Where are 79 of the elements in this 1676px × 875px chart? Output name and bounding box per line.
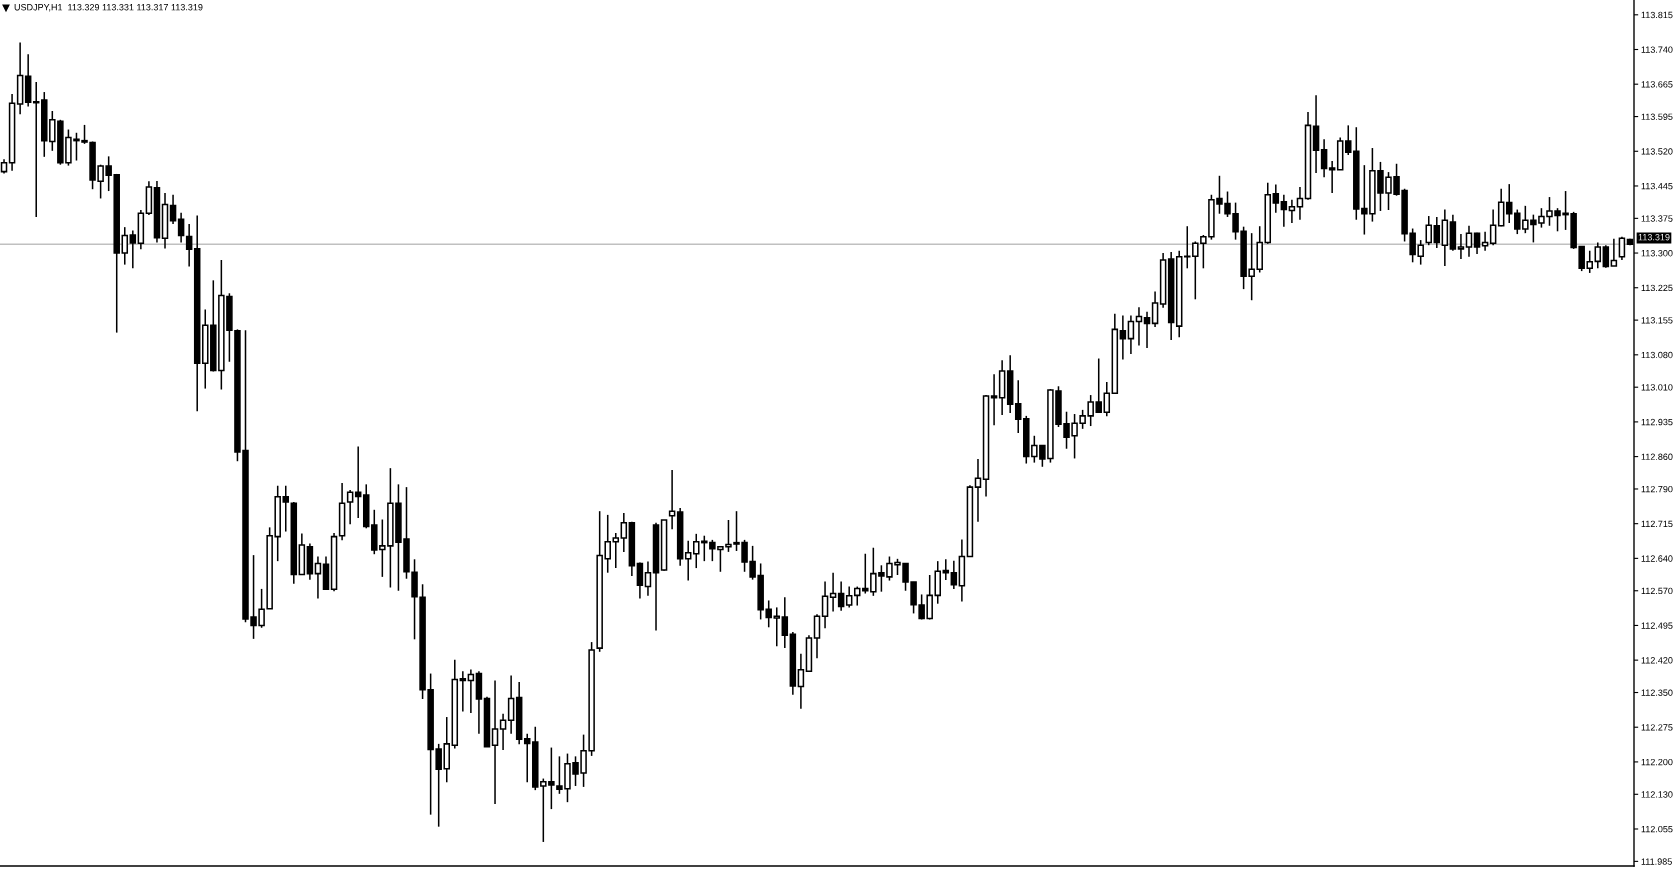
candlestick	[507, 674, 515, 735]
candlestick	[1127, 314, 1135, 355]
candlestick	[1320, 138, 1328, 178]
candlestick	[1328, 160, 1336, 194]
y-tick-label: 112.495	[1641, 622, 1673, 629]
y-tick-label: 112.200	[1641, 758, 1673, 766]
y-tick-label: 113.080	[1641, 351, 1673, 359]
y-tick-label: 112.055	[1641, 825, 1673, 833]
y-tick-label: 113.520	[1641, 148, 1673, 155]
candlestick	[1014, 379, 1022, 434]
y-tick-label: 112.420	[1641, 657, 1673, 664]
candlestick	[620, 512, 628, 553]
candlestick	[813, 613, 821, 660]
candlestick	[821, 580, 829, 629]
candlestick	[684, 540, 692, 582]
candlestick	[121, 226, 129, 266]
candlestick	[1489, 208, 1497, 246]
candlestick	[636, 561, 644, 600]
candlestick	[129, 229, 137, 270]
candlestick	[1143, 311, 1151, 349]
y-tick-label: 112.860	[1641, 453, 1673, 460]
candlestick	[1497, 187, 1505, 227]
y-tick-label: 112.715	[1641, 520, 1673, 528]
candlestick	[668, 469, 676, 530]
y-tick-label: 112.935	[1641, 418, 1673, 426]
candlestick	[612, 532, 620, 569]
candlestick	[1272, 183, 1280, 214]
candlestick	[354, 445, 362, 519]
candlestick	[974, 458, 982, 523]
candlestick	[169, 193, 177, 225]
candlestick	[1473, 231, 1481, 255]
y-tick-label: 112.350	[1641, 689, 1673, 696]
candlestick	[1433, 216, 1441, 249]
candlestick	[1119, 314, 1127, 361]
ref-line-label: 113.319	[1638, 234, 1670, 241]
y-tick-label: 112.640	[1641, 555, 1673, 562]
candlestick	[781, 596, 789, 649]
y-tick-label: 113.815	[1641, 11, 1673, 19]
candlestick	[1465, 224, 1473, 258]
candlestick	[1505, 183, 1513, 224]
y-tick-label: 113.445	[1641, 182, 1673, 190]
y-tick-label: 113.225	[1641, 284, 1673, 292]
candlestick	[459, 670, 467, 713]
y-tick-label: 113.155	[1641, 317, 1673, 324]
y-tick-label: 113.010	[1641, 384, 1673, 391]
candlestick	[1296, 186, 1304, 221]
candlestick	[1457, 233, 1465, 260]
y-tick-label: 112.790	[1641, 485, 1673, 493]
y-tick-label: 113.300	[1641, 250, 1673, 257]
candlestick	[185, 223, 193, 268]
candlestick	[837, 580, 845, 612]
candlestick	[829, 571, 837, 613]
candlestick	[1103, 381, 1111, 418]
candlestick	[177, 212, 185, 244]
candlestick	[1425, 215, 1433, 246]
candlestick	[491, 679, 499, 805]
candlestick	[1594, 241, 1602, 270]
candlestick	[1151, 290, 1159, 328]
y-tick-label: 113.740	[1641, 46, 1673, 53]
y-tick-label: 111.985	[1641, 858, 1672, 865]
candlestick	[1602, 244, 1610, 269]
y-tick-label: 113.595	[1641, 113, 1673, 120]
candlestick	[1280, 193, 1288, 228]
candlestick	[523, 732, 531, 784]
candlestick	[797, 652, 805, 710]
candlestick	[1610, 237, 1618, 267]
y-tick-label: 112.275	[1641, 724, 1673, 731]
y-tick-label: 112.130	[1641, 791, 1673, 798]
candlestick	[990, 373, 998, 426]
y-tick-label: 112.570	[1641, 587, 1673, 595]
candlestick	[346, 489, 354, 525]
candlestick	[499, 713, 507, 751]
candlestick	[845, 585, 853, 609]
y-tick-label: 113.375	[1641, 215, 1673, 222]
candlestick	[644, 560, 652, 597]
chart-title: USDJPY,H1 113.329 113.331 113.317 113.319	[14, 4, 203, 12]
y-tick-label: 113.665	[1641, 81, 1673, 88]
candlestick	[1288, 199, 1296, 224]
candlestick	[950, 559, 958, 590]
